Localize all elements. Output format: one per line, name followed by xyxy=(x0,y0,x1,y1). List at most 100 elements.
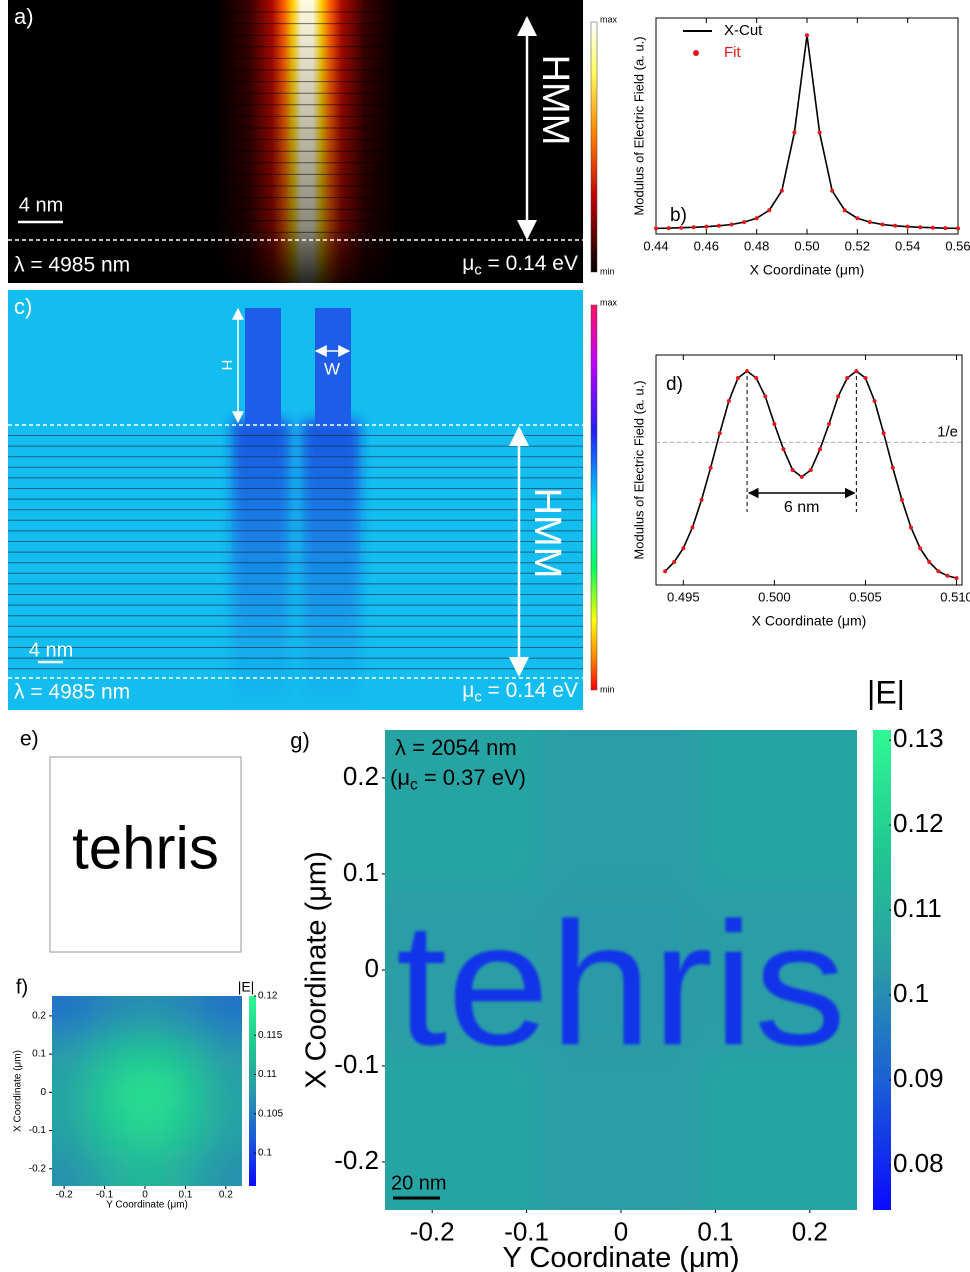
x-tick-label: 0.1 xyxy=(697,1216,733,1246)
series-marker xyxy=(663,569,668,574)
heatmap-cell xyxy=(90,1072,129,1111)
y-tick-label: -0.1 xyxy=(334,1049,379,1079)
series-marker xyxy=(956,226,960,231)
colorbar-tick-label: 0.1 xyxy=(893,978,929,1008)
x-tick-label: 0.52 xyxy=(845,238,870,253)
colorbar-tick-label: 0.12 xyxy=(258,991,278,1002)
series-marker xyxy=(799,474,804,479)
x-tick-label: 0.50 xyxy=(794,238,819,253)
x-axis-label: X Coordinate (μm) xyxy=(752,613,867,629)
heatmap-cell xyxy=(166,1148,205,1186)
heatmap: tehris xyxy=(385,730,857,1210)
chemical-potential-part: μ xyxy=(462,679,474,702)
heatmap-cell xyxy=(90,1034,129,1073)
x-tick-label: 0.46 xyxy=(694,238,719,253)
heatmap-cell xyxy=(204,1148,242,1186)
legend-label: Fit xyxy=(724,44,741,61)
x-tick-label: 0 xyxy=(614,1216,628,1246)
chemical-potential-part: c xyxy=(474,262,481,278)
scale-bar-label: 4 nm xyxy=(19,194,63,216)
heatmap-cell xyxy=(166,996,205,1035)
series-marker xyxy=(717,431,722,436)
wavelength: λ = 4985 nm xyxy=(14,681,130,704)
x-tick-label: -0.1 xyxy=(504,1216,549,1246)
heatmap-cell xyxy=(166,1110,205,1149)
heatmap-cell xyxy=(204,996,242,1035)
colorbar xyxy=(590,304,598,691)
y-tick-label: 0.1 xyxy=(32,1049,46,1060)
series-marker xyxy=(699,497,704,502)
series-marker xyxy=(754,216,759,221)
chemical-potential-part: μ xyxy=(462,252,474,275)
scale-bar-label: 20 nm xyxy=(391,1172,447,1194)
x-tick-label: 0.2 xyxy=(219,1190,233,1201)
x-tick-label: 0 xyxy=(142,1190,148,1201)
heatmap-cell xyxy=(166,1072,205,1111)
heatmap-cell xyxy=(128,1072,167,1111)
series-marker xyxy=(763,394,768,399)
y-axis-label: X Coordinate (μm) xyxy=(13,1050,24,1132)
wavelength: λ = 4985 nm xyxy=(14,254,130,277)
x-tick-label: 0.54 xyxy=(895,238,920,253)
series-marker xyxy=(745,369,750,374)
chemical-potential-part: c xyxy=(474,689,481,705)
chemical-potential: (μc = 0.37 eV) xyxy=(390,765,526,794)
series-marker xyxy=(691,225,696,230)
series-marker xyxy=(790,468,795,472)
peak-separation: 6 nm xyxy=(784,499,820,516)
series-marker xyxy=(817,130,822,135)
y-axis-label: Modulus of Electric Field (a. u.) xyxy=(631,380,646,559)
colorbar-tick-label: 0.105 xyxy=(258,1108,283,1119)
series-marker xyxy=(726,399,731,403)
series-marker xyxy=(836,394,841,399)
heatmap-cell xyxy=(542,890,701,1051)
colorbar-tick-label: 0.13 xyxy=(893,723,944,753)
width-label: W xyxy=(324,359,340,378)
series-marker xyxy=(863,376,868,380)
colorbar-title: |E| xyxy=(238,979,255,995)
heatmap-cell xyxy=(204,1110,242,1149)
x-axis-label: X Coordinate (μm) xyxy=(750,262,865,278)
heatmap-cell xyxy=(166,1034,205,1073)
wavelength: λ = 2054 nm xyxy=(395,735,517,760)
series-marker xyxy=(679,225,684,230)
x-axis-label: Y Coordinate (μm) xyxy=(106,1200,188,1211)
series-marker xyxy=(943,226,948,231)
series-marker xyxy=(672,560,677,564)
colorbar-tick-label: 0.1 xyxy=(258,1148,272,1159)
series-marker xyxy=(899,497,904,502)
series-marker xyxy=(867,220,872,225)
series-marker xyxy=(936,569,941,574)
series-marker xyxy=(735,376,740,380)
logo: tehris xyxy=(72,814,219,881)
chemical-potential: μc = 0.14 eV xyxy=(462,252,578,279)
series-marker xyxy=(716,223,721,228)
x-tick-label: 0.500 xyxy=(758,589,791,604)
chemical-potential-part: = 0.14 eV xyxy=(482,252,578,275)
series-marker xyxy=(855,216,860,221)
colorbar-tick-label: 0.115 xyxy=(258,1030,283,1041)
series-marker xyxy=(654,226,658,231)
heatmap-cell xyxy=(542,1050,701,1210)
y-tick-label: 0.2 xyxy=(343,761,379,791)
colorbar-tick-label: 0.11 xyxy=(893,893,942,923)
series-marker xyxy=(890,465,895,470)
height-label: H xyxy=(218,360,235,371)
legend-label: X-Cut xyxy=(724,22,763,39)
heatmap-cells xyxy=(52,996,242,1186)
series-marker xyxy=(754,376,759,380)
panel-label: e) xyxy=(20,728,39,751)
heatmap-cell xyxy=(385,1050,544,1210)
y-axis-label: Modulus of Electric Field (a. u.) xyxy=(631,36,646,215)
field-column xyxy=(302,420,360,710)
chemical-potential-part: (μ xyxy=(390,765,410,790)
field-background xyxy=(8,290,583,710)
x-tick-label: 0.48 xyxy=(744,238,769,253)
heatmap-cell xyxy=(204,1072,242,1111)
colorbar-label: min xyxy=(600,266,615,276)
chemical-potential-part: c xyxy=(410,777,418,794)
heatmap-cell xyxy=(90,996,129,1035)
legend-marker xyxy=(693,50,699,56)
